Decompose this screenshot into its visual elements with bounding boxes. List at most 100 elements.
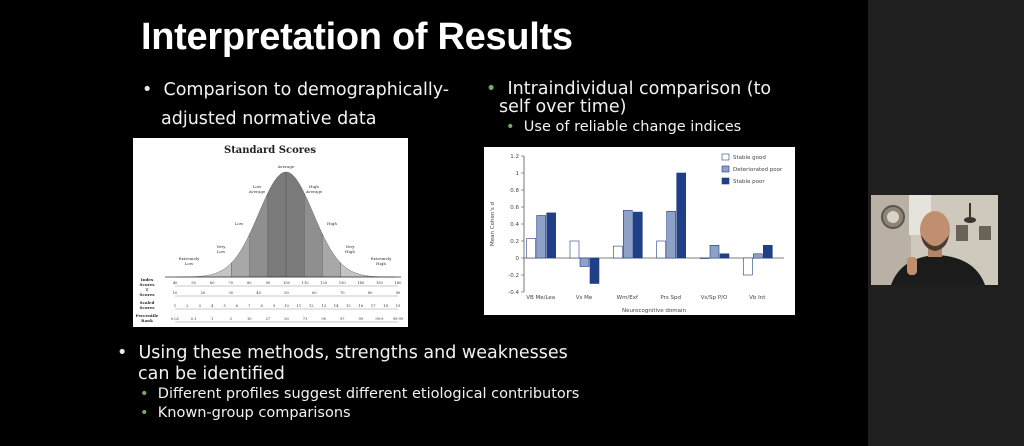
legend-label: Deteriorated poor xyxy=(733,167,783,173)
score-tick-label: 12 xyxy=(309,304,314,308)
y-tick-label: 0.6 xyxy=(510,205,519,211)
score-tick-label: 60 xyxy=(312,291,317,295)
score-tick-label: 2 xyxy=(186,304,188,308)
score-tick-label: 16 xyxy=(359,304,364,308)
score-tick-label: 27 xyxy=(266,317,271,321)
bar xyxy=(666,211,676,259)
score-tick-label: 5 xyxy=(223,304,226,308)
bar xyxy=(526,238,537,259)
legend-label: Stable poor xyxy=(733,179,765,185)
curve-label: Extremely xyxy=(371,256,393,261)
y-tick-label: 0.2 xyxy=(510,239,519,245)
bar xyxy=(546,212,557,259)
score-tick-label: 18 xyxy=(383,304,388,308)
score-row-label: Percentile xyxy=(136,313,159,318)
bullet-dot: • xyxy=(142,80,153,100)
bell-curve-band xyxy=(204,262,232,278)
curve-label: Average xyxy=(305,189,323,194)
bell-curve-band xyxy=(267,171,287,278)
score-tick-label: 15 xyxy=(346,304,351,308)
score-tick-label: 90 xyxy=(396,291,401,295)
bell-curve-band xyxy=(231,233,250,278)
bar xyxy=(569,240,580,259)
score-tick-label: 11 xyxy=(297,304,302,308)
bar xyxy=(613,245,623,259)
y-tick-label: 0.4 xyxy=(510,222,519,228)
sub-bullet-known-group: • Known-group comparisons xyxy=(140,405,351,421)
bell-curve-band xyxy=(249,193,268,278)
score-tick-label: 90 xyxy=(321,317,326,321)
score-tick-label: 17 xyxy=(371,304,376,308)
score-tick-label: 8 xyxy=(261,304,264,308)
curve-label: Very xyxy=(215,244,226,249)
sub-bullet-known-group-text: Known-group comparisons xyxy=(157,405,351,421)
y-axis-label: Mean Cohen's d xyxy=(490,202,496,246)
bar xyxy=(633,211,643,259)
bullet-intraindividual-line2: self over time) xyxy=(499,97,627,117)
bar xyxy=(719,253,730,259)
sub-bullet-dot: • xyxy=(506,119,515,135)
standard-scores-figure: Standard Scores Extremely Low Very Low Low Lo… xyxy=(133,138,408,327)
curve-label: Low xyxy=(217,249,226,254)
y-tick-label: 1 xyxy=(516,171,520,177)
score-tick-label: 13 xyxy=(321,304,326,308)
score-row-label: Scores xyxy=(140,305,156,310)
score-tick-label: 97 xyxy=(340,317,345,321)
score-tick-label: 50 xyxy=(191,281,196,285)
score-tick-label: 14 xyxy=(334,304,339,308)
y-tick-label: -0.4 xyxy=(508,290,519,296)
score-tick-label: 19 xyxy=(396,304,401,308)
bullet-methods: • Using these methods, strengths and wea… xyxy=(117,343,568,363)
bullet-dot: • xyxy=(117,343,128,363)
y-tick-label: 1.2 xyxy=(510,154,519,160)
bullet-normative-line1: Comparison to demographically- xyxy=(163,80,450,100)
presenter-webcam-video[interactable] xyxy=(871,195,998,285)
x-tick-label: Prs Spd xyxy=(660,295,681,301)
bell-curve-band xyxy=(285,171,305,278)
score-tick-label: 6 xyxy=(236,304,239,308)
bar xyxy=(676,172,686,259)
score-tick-label: 1 xyxy=(174,304,176,308)
y-tick-label: 0.8 xyxy=(510,188,519,194)
bell-curve-band xyxy=(322,233,341,278)
score-row-label: T xyxy=(146,287,149,292)
legend-swatch xyxy=(721,165,730,173)
sub-bullet-rci-text: Use of reliable change indices xyxy=(523,119,742,135)
standard-scores-graphic: Standard Scores ExtremelyLowVeryLowLowLo… xyxy=(136,145,404,323)
curve-labels: ExtremelyLowVeryLowLowLowAverageAverageH… xyxy=(179,164,393,266)
score-row-label: Scores xyxy=(140,292,156,297)
bell-curve xyxy=(165,171,401,278)
score-row-label: Scaled xyxy=(140,300,155,305)
sub-bullet-profiles-text: Different profiles suggest different eti… xyxy=(157,386,580,402)
bullet-intraindividual-line1: Intraindividual comparison (to xyxy=(507,79,772,99)
bullet-methods-line2: can be identified xyxy=(138,364,285,384)
curve-label: Low xyxy=(253,184,262,189)
y-tick-label: 0 xyxy=(516,256,520,262)
legend-swatch xyxy=(721,177,730,185)
score-tick-label: 90 xyxy=(266,281,271,285)
curve-label: High xyxy=(327,221,337,226)
sub-bullet-dot: • xyxy=(140,386,149,402)
bar xyxy=(656,240,666,259)
score-tick-label: 7 xyxy=(248,304,251,308)
score-tick-label: 10 xyxy=(284,304,289,308)
x-axis-label: Neurocognitive domain xyxy=(622,308,687,314)
rci-chart-svg: 1.2 1 0.8 0.6 0.4 0.2 0 -0.2 -0.4 Mean Cohen's d V… xyxy=(490,153,784,314)
score-tick-label: 120 xyxy=(320,281,328,285)
bell-curve-band xyxy=(304,193,323,278)
score-tick-label: 99.9 xyxy=(375,317,384,321)
score-tick-label: 50 xyxy=(284,291,289,295)
bullet-normative: • Comparison to demographically- xyxy=(142,80,449,100)
score-tick-label: 73 xyxy=(303,317,308,321)
legend-label: Stable good xyxy=(733,155,766,161)
curve-label: High xyxy=(376,261,386,266)
score-tick-label: 60 xyxy=(210,281,215,285)
score-tick-label: 40 xyxy=(256,291,261,295)
curve-label: Low xyxy=(185,261,194,266)
score-tick-label: 140 xyxy=(357,281,365,285)
curve-label: High xyxy=(345,249,355,254)
score-tick-label: 50 xyxy=(284,317,289,321)
curve-label: Low xyxy=(235,221,244,226)
score-tick-label: 1 xyxy=(211,317,213,321)
score-tick-label: 20 xyxy=(201,291,206,295)
